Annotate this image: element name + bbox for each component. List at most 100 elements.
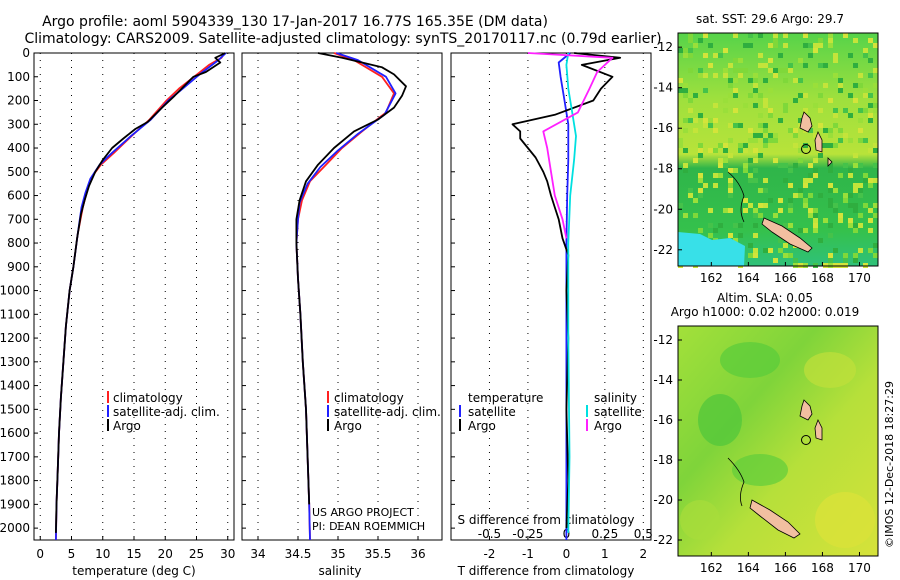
sst-pixel — [748, 243, 753, 248]
lat-tick-label: -12 — [653, 333, 673, 347]
sst-pixel — [848, 138, 853, 143]
sst-pixel — [838, 78, 843, 83]
sst-cold-patch — [678, 232, 745, 266]
sst-pixel — [863, 178, 868, 183]
sst-pixel — [763, 123, 768, 128]
sst-pixel — [823, 128, 828, 133]
sst-pixel — [828, 198, 833, 203]
sst-pixel — [873, 148, 878, 153]
sst-pixel — [718, 158, 723, 163]
sst-pixel — [843, 33, 848, 38]
sst-pixel — [778, 163, 783, 168]
reef-outline — [727, 171, 745, 223]
sst-pixel — [758, 63, 763, 68]
sst-map-frame — [677, 32, 879, 267]
sst-pixel — [733, 68, 738, 73]
sst-pixel — [803, 178, 808, 183]
sst-pixel — [838, 83, 843, 88]
sst-pixel — [873, 243, 878, 248]
s-difference-axis-label: S difference from climatology — [458, 513, 635, 527]
s-x-tick-label: -0.25 — [512, 527, 543, 541]
sst-pixel — [758, 98, 763, 103]
sst-pixel — [773, 38, 778, 43]
lat-tick-label: -14 — [653, 373, 673, 387]
us-argo-project-label: US ARGO PROJECT — [312, 506, 414, 519]
island-efate — [827, 157, 833, 167]
sst-pixel — [728, 153, 733, 158]
sst-pixel — [753, 148, 758, 153]
depth-tick-label: 500 — [7, 165, 30, 179]
sst-pixel — [698, 148, 703, 153]
sst-pixel — [808, 43, 813, 48]
sst-pixel — [858, 93, 863, 98]
sst-pixel — [778, 238, 783, 243]
sst-pixel — [813, 133, 818, 138]
sst-pixel — [703, 53, 708, 58]
sst-pixel — [708, 118, 713, 123]
sst-pixel — [683, 88, 688, 93]
sst-pixel — [753, 73, 758, 78]
sst-pixel — [848, 223, 853, 228]
sst-pixel — [773, 33, 778, 38]
sst-pixel — [858, 118, 863, 123]
sst-pixel — [818, 193, 823, 198]
sst-pixel — [733, 108, 738, 113]
depth-tick-label: 700 — [7, 212, 30, 226]
sst-pixel — [843, 163, 848, 168]
sst-pixel — [823, 218, 828, 223]
sst-pixel — [683, 53, 688, 58]
s-x-tick-label: 0.5 — [634, 527, 653, 541]
sst-pixel — [733, 168, 738, 173]
x-tick-label: 0 — [563, 547, 571, 561]
sst-pixel — [753, 253, 758, 258]
sst-pixel — [693, 128, 698, 133]
sst-pixel — [843, 198, 848, 203]
x-tick-label: 30 — [220, 547, 235, 561]
sst-pixel — [703, 33, 708, 38]
sst-pixel — [723, 163, 728, 168]
sst-pixel — [728, 123, 733, 128]
island-new-caledonia — [761, 217, 813, 253]
sst-pixel — [803, 33, 808, 38]
series-line-t-satellite — [557, 52, 571, 540]
sst-pixel — [733, 58, 738, 63]
sst-pixel — [793, 98, 798, 103]
lon-tick-label: 166 — [774, 271, 797, 285]
sst-pixel — [853, 183, 858, 188]
sst-pixel — [713, 173, 718, 178]
island-santo — [799, 111, 813, 133]
sst-pixel — [773, 73, 778, 78]
s-x-tick-label: -0.5 — [478, 527, 501, 541]
sst-pixel — [753, 133, 758, 138]
sst-pixel — [828, 233, 833, 238]
sst-pixel — [818, 153, 823, 158]
sst-pixel — [783, 103, 788, 108]
lon-tick-label: 168 — [811, 271, 834, 285]
sla-map-frame — [677, 325, 879, 557]
sst-pixel — [743, 168, 748, 173]
difference-legend: temperature satellite Argo salinity sate… — [459, 391, 642, 433]
sst-pixel — [768, 138, 773, 143]
depth-tick-label: 100 — [7, 70, 30, 84]
depth-tick-label: 400 — [7, 141, 30, 155]
sst-pixel — [848, 173, 853, 178]
sst-pixel — [688, 53, 693, 58]
sla-blob — [804, 352, 856, 388]
sst-pixel — [703, 118, 708, 123]
sst-pixel — [688, 48, 693, 53]
sst-pixel — [748, 178, 753, 183]
sst-pixel — [738, 223, 743, 228]
sst-pixel — [793, 258, 798, 263]
sst-pixel — [868, 103, 873, 108]
sst-pixel — [738, 123, 743, 128]
sst-pixel — [758, 133, 763, 138]
sst-pixel — [758, 93, 763, 98]
sst-pixel — [808, 128, 813, 133]
legend-label-satellite: satellite-adj. clim. — [113, 405, 220, 419]
sst-pixel — [868, 183, 873, 188]
sst-pixel — [763, 103, 768, 108]
sst-pixel — [743, 208, 748, 213]
sst-pixel — [828, 128, 833, 133]
sst-pixel — [773, 43, 778, 48]
sst-pixel — [813, 48, 818, 53]
